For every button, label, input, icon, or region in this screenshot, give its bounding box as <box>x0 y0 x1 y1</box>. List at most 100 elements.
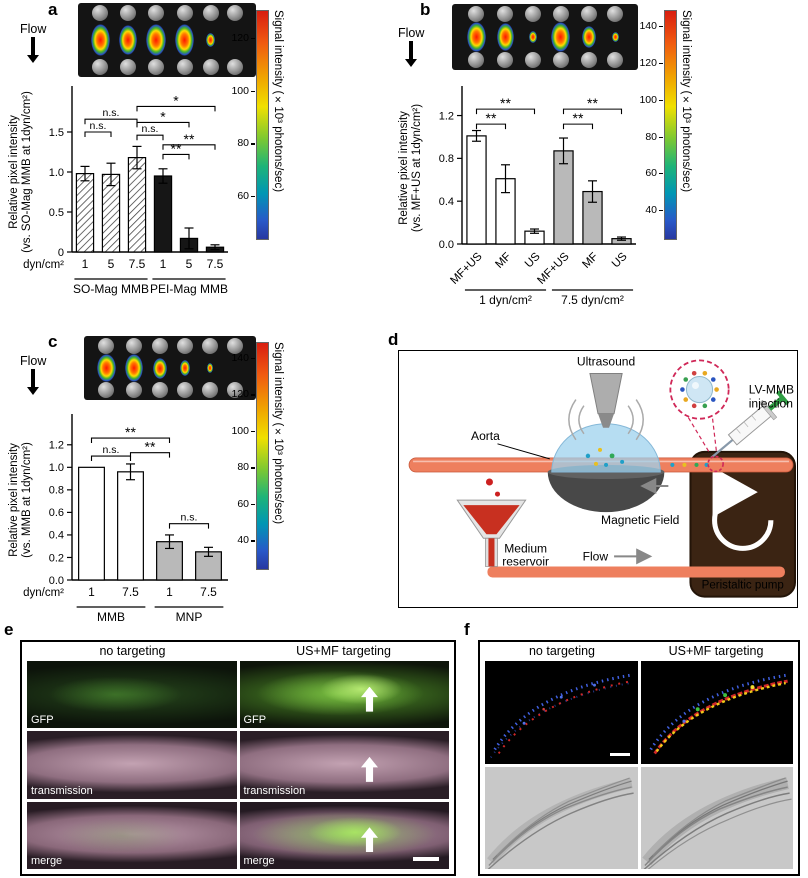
colorbar-tick-label: 80 <box>237 461 255 474</box>
y-axis-label: (vs. MF+US at 1dyn/cm²) <box>411 104 423 232</box>
colorbar-tick-label: 60 <box>237 190 255 203</box>
panel-e: no targeting US+MF targeting GFP GFP tra… <box>20 640 456 876</box>
signal-blob <box>528 31 537 43</box>
image-brightfield-usmf-targeting <box>640 766 793 869</box>
ivis-lane <box>226 338 243 398</box>
panel-c-label: c <box>48 332 58 351</box>
colorbar-b: 140 120 100 80 60 40 Signal intensity (×10³ p… <box>639 10 692 240</box>
significance-label: n.s. <box>142 123 159 135</box>
colorbar-tick-label: 120 <box>639 56 663 69</box>
x-tick-label: 1 <box>82 257 89 271</box>
x-axis-unit: dyn/cm² <box>23 259 64 271</box>
colorbar-gradient <box>664 10 677 240</box>
colorbar-tick-label: 60 <box>645 167 663 180</box>
y-axis-label: (vs. MMB at 1dyn/cm²) <box>21 442 33 558</box>
image-transmission-usmf-targeting: transmission <box>239 731 449 799</box>
group-label: PEI-Mag MMB <box>150 282 228 296</box>
colorbar-tick-label: 120 <box>231 388 255 401</box>
up-arrow-icon <box>361 827 378 853</box>
significance-label: ** <box>500 95 511 111</box>
colorbar-tick-label: 140 <box>231 351 255 364</box>
y-tick-label: 0.2 <box>49 552 64 564</box>
ivis-image-c <box>84 336 256 400</box>
x-tick-label: 5 <box>108 257 115 271</box>
ivis-lane <box>151 338 168 398</box>
bar <box>553 150 574 245</box>
flow-indicator-c: Flow <box>20 354 46 387</box>
colorbar-tick-label: 100 <box>639 93 663 106</box>
x-tick-label: 1 <box>88 585 95 599</box>
significance-label: * <box>160 108 166 124</box>
colorbar-tick-label: 80 <box>645 130 663 143</box>
x-axis-unit: dyn/cm² <box>23 587 64 599</box>
colorbar-tick-label: 80 <box>237 137 255 150</box>
ultrasound-label: Ultrasound <box>577 354 635 368</box>
colorbar-title: Signal intensity (×10³ photons/sec) <box>272 342 284 525</box>
ivis-lane <box>496 6 515 68</box>
signal-blob <box>496 23 515 51</box>
y-tick-label: 1.5 <box>49 127 64 139</box>
significance-label: ** <box>145 439 156 455</box>
x-tick-label: MF <box>493 251 513 271</box>
bar-chart-c: Relative pixel intensity (vs. MMB at 1dyn… <box>8 414 228 624</box>
aorta-callout: Aorta <box>471 429 550 460</box>
signal-blob <box>145 23 167 57</box>
y-tick-label: 1.0 <box>49 462 64 474</box>
flow-label: Flow <box>20 22 47 36</box>
x-tick-label: 7.5 <box>200 585 217 599</box>
signal-blob <box>118 24 138 56</box>
y-tick-label: 0.5 <box>49 207 64 219</box>
medium-reservoir-label-2: reservoir <box>502 554 549 568</box>
col-header-no-targeting: no targeting <box>528 644 596 658</box>
signal-blob <box>551 22 571 52</box>
colorbar-c: 140 120 100 80 60 40 Signal intensity (×10³ p… <box>231 342 284 570</box>
ivis-lane <box>227 5 244 75</box>
signal-blob <box>124 354 143 382</box>
image-merge-usmf-targeting: merge <box>239 801 449 869</box>
col-header-usmf-targeting: US+MF targeting <box>296 644 391 658</box>
bar <box>78 466 105 581</box>
ivis-lane <box>466 6 487 68</box>
group-label: MNP <box>176 610 203 624</box>
significance-label: ** <box>171 140 182 156</box>
panel-e-label: e <box>4 620 14 639</box>
ivis-lane <box>118 5 138 75</box>
ivis-lane <box>201 338 218 398</box>
ivis-image-a <box>78 3 256 77</box>
panel-e-headers: no targeting US+MF targeting <box>27 644 449 658</box>
significance-label: ** <box>486 110 497 126</box>
colorbar-ticks: 140 120 100 80 60 40 <box>231 342 256 570</box>
x-tick-label: MF+US <box>535 250 572 287</box>
ivis-lane <box>174 5 195 75</box>
image-row-label: transmission <box>31 784 93 797</box>
ivis-lane <box>524 6 541 68</box>
flow-down-arrow-icon <box>409 41 413 59</box>
ivis-lane <box>551 6 571 68</box>
y-tick-label: 0.6 <box>49 507 64 519</box>
medium-reservoir: Medium reservoir <box>456 478 549 568</box>
colorbar-tick-label: 120 <box>231 31 255 44</box>
peristaltic-pump-label: Peristaltic pump <box>702 580 784 592</box>
panel-f: no targeting US+MF targeting <box>478 640 800 876</box>
bar <box>117 471 144 581</box>
group-label: MMB <box>97 610 125 624</box>
image-row-label: GFP <box>31 714 54 727</box>
y-axis-label: (vs. SO-Mag MMB at 1dyn/cm²) <box>21 91 33 253</box>
image-gfp-no-targeting: GFP <box>27 661 237 729</box>
image-row-label: merge <box>243 855 275 867</box>
image-fluorescence-no-targeting <box>485 661 638 764</box>
panel-d-label: d <box>388 330 399 349</box>
experimental-setup-diagram: Peristaltic pump Magnetic Field <box>408 354 796 598</box>
bar-chart-b: Relative pixel intensity (vs. MF+US at 1d… <box>398 86 636 307</box>
magnetic-field-label: Magnetic Field <box>601 513 679 527</box>
significance-label: ** <box>125 424 136 440</box>
colorbar-tick-label: 40 <box>645 204 663 217</box>
significance-label: ** <box>184 131 195 147</box>
flow-indicator-b: Flow <box>398 26 424 59</box>
medium-reservoir-label-1: Medium <box>504 541 547 555</box>
aorta-label: Aorta <box>471 429 500 443</box>
colorbar-ticks: 120 100 80 60 <box>231 10 256 240</box>
signal-blob <box>611 31 620 43</box>
bar <box>127 156 147 253</box>
